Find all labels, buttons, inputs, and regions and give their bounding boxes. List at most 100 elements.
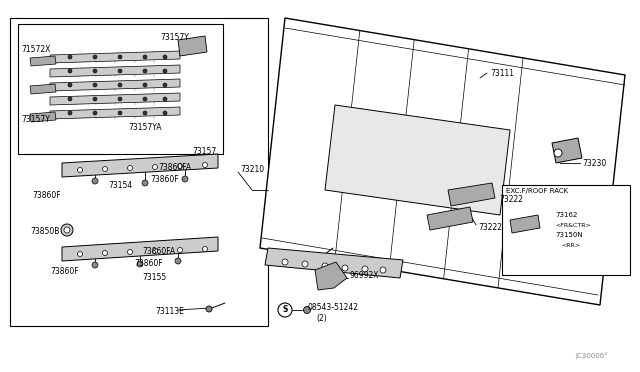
Text: JC30006²: JC30006²	[575, 352, 607, 359]
Text: 73860F: 73860F	[32, 192, 61, 201]
Circle shape	[118, 69, 122, 73]
Bar	[10, 18, 268, 326]
Text: 73157Y: 73157Y	[160, 33, 189, 42]
Polygon shape	[260, 18, 625, 305]
Circle shape	[64, 227, 70, 233]
Circle shape	[163, 111, 167, 115]
Text: 73154: 73154	[108, 182, 132, 190]
Text: 73222: 73222	[478, 222, 502, 231]
Circle shape	[322, 263, 328, 269]
Circle shape	[163, 69, 167, 73]
Circle shape	[92, 178, 98, 184]
Circle shape	[143, 83, 147, 87]
Circle shape	[163, 55, 167, 59]
Text: 73157YA: 73157YA	[128, 124, 161, 132]
Polygon shape	[30, 84, 56, 94]
Circle shape	[102, 167, 108, 171]
Text: 73157Y: 73157Y	[21, 115, 50, 125]
Bar	[18, 24, 223, 154]
Circle shape	[61, 224, 73, 236]
Circle shape	[77, 251, 83, 257]
Circle shape	[182, 176, 188, 182]
Circle shape	[93, 69, 97, 73]
Text: <RR>: <RR>	[561, 243, 580, 248]
Text: 73860F: 73860F	[134, 260, 163, 269]
Polygon shape	[50, 107, 180, 119]
Circle shape	[143, 97, 147, 101]
Circle shape	[303, 307, 310, 314]
Text: EXC.F/ROOF RACK: EXC.F/ROOF RACK	[506, 188, 568, 194]
Polygon shape	[50, 51, 180, 63]
Text: 96992X: 96992X	[350, 272, 380, 280]
Text: 73860FA: 73860FA	[158, 163, 191, 171]
Circle shape	[362, 266, 368, 272]
Polygon shape	[265, 248, 403, 278]
Polygon shape	[50, 65, 180, 77]
Circle shape	[302, 261, 308, 267]
Polygon shape	[62, 154, 218, 177]
Circle shape	[152, 248, 157, 253]
Circle shape	[118, 111, 122, 115]
Circle shape	[143, 55, 147, 59]
Text: 73860F: 73860F	[50, 267, 79, 276]
Circle shape	[142, 180, 148, 186]
Polygon shape	[315, 262, 347, 290]
Text: 73111: 73111	[490, 68, 514, 77]
Circle shape	[118, 55, 122, 59]
Text: 73162: 73162	[555, 212, 577, 218]
Circle shape	[163, 97, 167, 101]
Text: (2): (2)	[316, 314, 327, 323]
Text: 73150N: 73150N	[555, 232, 582, 238]
Circle shape	[380, 267, 386, 273]
Text: 73210: 73210	[240, 166, 264, 174]
Circle shape	[77, 167, 83, 173]
Text: 73230: 73230	[582, 158, 606, 167]
Text: 73860FA: 73860FA	[142, 247, 175, 257]
Circle shape	[68, 83, 72, 87]
Text: 73222: 73222	[499, 196, 523, 205]
Circle shape	[127, 250, 132, 254]
Circle shape	[102, 250, 108, 256]
Text: 08543-51242: 08543-51242	[307, 304, 358, 312]
Polygon shape	[427, 207, 473, 230]
Polygon shape	[50, 93, 180, 105]
Text: 73850B: 73850B	[30, 228, 60, 237]
Circle shape	[68, 111, 72, 115]
Polygon shape	[510, 215, 540, 233]
Polygon shape	[30, 56, 56, 66]
Circle shape	[163, 83, 167, 87]
Circle shape	[93, 55, 97, 59]
Circle shape	[282, 259, 288, 265]
Circle shape	[93, 83, 97, 87]
Polygon shape	[50, 79, 180, 91]
Circle shape	[177, 247, 182, 253]
Circle shape	[92, 262, 98, 268]
Circle shape	[152, 164, 157, 170]
Circle shape	[68, 69, 72, 73]
Circle shape	[93, 111, 97, 115]
Circle shape	[206, 306, 212, 312]
Circle shape	[118, 83, 122, 87]
Circle shape	[118, 97, 122, 101]
Polygon shape	[448, 183, 495, 206]
Text: 73155: 73155	[142, 273, 166, 282]
Text: 73113E: 73113E	[155, 307, 184, 315]
Circle shape	[342, 265, 348, 271]
Text: 73860F: 73860F	[150, 174, 179, 183]
Circle shape	[127, 166, 132, 170]
Circle shape	[93, 97, 97, 101]
Circle shape	[143, 111, 147, 115]
Bar	[502, 185, 630, 275]
Polygon shape	[30, 112, 56, 122]
Circle shape	[177, 164, 182, 169]
Circle shape	[202, 163, 207, 167]
Polygon shape	[325, 105, 510, 215]
Circle shape	[137, 261, 143, 267]
Circle shape	[143, 69, 147, 73]
Circle shape	[175, 258, 181, 264]
Circle shape	[202, 247, 207, 251]
Polygon shape	[178, 36, 207, 56]
Circle shape	[554, 149, 562, 157]
Text: S: S	[282, 305, 288, 314]
Text: 71572X: 71572X	[21, 45, 51, 55]
